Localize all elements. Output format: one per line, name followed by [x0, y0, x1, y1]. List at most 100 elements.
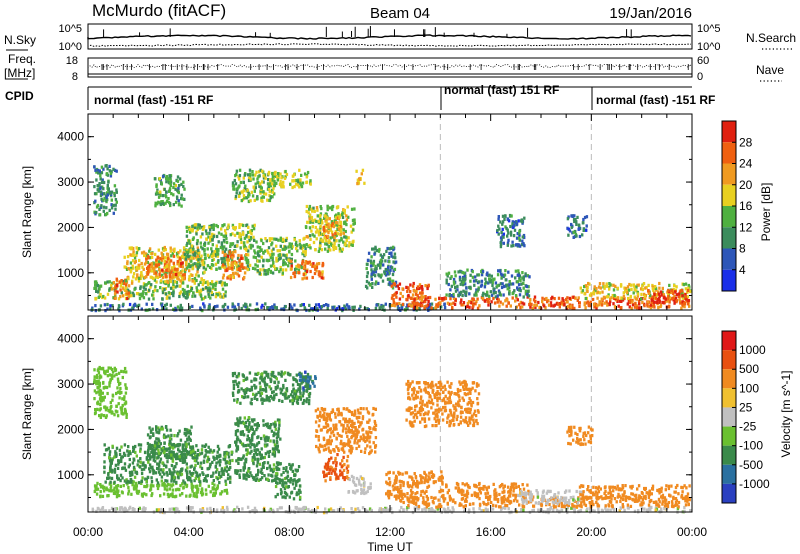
- range-gate-cell: [271, 305, 274, 309]
- range-gate-cell: [314, 303, 318, 307]
- range-gate-cell: [256, 461, 259, 465]
- range-gate-cell: [115, 190, 118, 194]
- range-gate-cell: [253, 249, 256, 253]
- range-gate-cell: [185, 442, 188, 446]
- range-gate-cell: [234, 509, 237, 513]
- range-gate-cell: [248, 420, 251, 425]
- range-gate-cell: [327, 508, 331, 512]
- range-gate-cell: [148, 470, 152, 474]
- range-gate-cell: [237, 302, 240, 307]
- range-gate-cell: [128, 505, 132, 509]
- range-gate-cell: [142, 250, 146, 254]
- range-gate-cell: [137, 443, 141, 447]
- range-gate-cell: [513, 220, 516, 224]
- range-gate-cell: [141, 492, 144, 496]
- range-gate-cell: [228, 459, 231, 463]
- range-gate-cell: [193, 456, 197, 460]
- range-gate-cell: [279, 437, 282, 441]
- range-gate-cell: [344, 243, 347, 247]
- range-gate-cell: [410, 304, 413, 308]
- range-gate-cell: [298, 265, 301, 269]
- range-gate-cell: [98, 182, 101, 186]
- range-gate-cell: [235, 261, 238, 265]
- range-gate-cell: [191, 266, 195, 270]
- range-gate-cell: [149, 265, 153, 269]
- range-gate-cell: [221, 287, 225, 291]
- range-gate-cell: [110, 283, 113, 288]
- range-gate-cell: [229, 277, 232, 281]
- range-gate-cell: [99, 292, 102, 297]
- range-gate-cell: [191, 304, 194, 308]
- range-gate-cell: [508, 280, 511, 284]
- range-gate-cell: [149, 285, 152, 289]
- range-gate-cell: [159, 202, 162, 207]
- range-gate-cell: [338, 247, 342, 251]
- range-gate-cell: [382, 263, 385, 267]
- range-gate-cell: [394, 256, 397, 260]
- range-gate-cell: [487, 303, 490, 307]
- range-gate-cell: [494, 291, 497, 295]
- range-gate-cell: [193, 253, 197, 257]
- range-gate-cell: [331, 233, 334, 237]
- range-gate-cell: [194, 494, 197, 498]
- range-gate-cell: [481, 293, 484, 297]
- range-gate-cell: [633, 284, 636, 288]
- range-gate-cell: [598, 282, 602, 286]
- range-gate-cell: [240, 199, 243, 203]
- range-gate-cell: [591, 297, 595, 302]
- range-gate-cell: [481, 296, 484, 300]
- range-gate-cell: [254, 263, 257, 267]
- range-gate-cell: [153, 278, 157, 282]
- range-gate-cell: [271, 258, 274, 262]
- range-gate-cell: [259, 189, 262, 193]
- range-gate-cell: [110, 170, 113, 174]
- range-gate-cell: [152, 290, 155, 294]
- range-gate-cell: [575, 220, 578, 224]
- power-xticks: [87, 114, 693, 310]
- range-gate-cell: [527, 294, 531, 298]
- range-gate-cell: [371, 247, 374, 251]
- range-gate-cell: [202, 509, 205, 513]
- range-gate-cell: [370, 274, 373, 278]
- range-gate-cell: [265, 424, 269, 428]
- range-gate-cell: [106, 191, 109, 195]
- range-gate-cell: [472, 279, 476, 283]
- range-gate-cell: [633, 509, 637, 513]
- range-gate-cell: [217, 460, 220, 464]
- range-gate-cell: [122, 279, 125, 284]
- range-gate-cell: [166, 178, 170, 182]
- range-gate-cell: [679, 289, 682, 293]
- range-gate-cell: [325, 239, 328, 243]
- range-gate-cell: [231, 250, 234, 255]
- range-gate-cell: [458, 291, 461, 295]
- range-gate-cell: [589, 300, 592, 304]
- range-gate-cell: [199, 235, 203, 239]
- range-gate-cell: [179, 284, 182, 288]
- range-gate-cell: [276, 508, 279, 512]
- range-gate-cell: [199, 465, 202, 469]
- range-gate-cell: [172, 473, 175, 477]
- range-gate-cell: [171, 471, 174, 475]
- range-gate-cell: [154, 201, 157, 205]
- range-gate-cell: [688, 289, 692, 294]
- range-gate-cell: [320, 238, 323, 242]
- range-gate-cell: [197, 223, 200, 227]
- range-gate-cell: [277, 434, 280, 439]
- range-gate-cell: [225, 488, 228, 492]
- range-gate-cell: [454, 286, 457, 290]
- range-gate-cell: [289, 303, 292, 307]
- range-gate-cell: [308, 207, 311, 211]
- range-gate-cell: [119, 506, 122, 510]
- range-gate-cell: [187, 476, 190, 480]
- range-gate-cell: [137, 489, 141, 493]
- range-gate-cell: [503, 284, 506, 289]
- range-gate-cell: [389, 268, 392, 272]
- range-gate-cell: [178, 264, 181, 268]
- range-gate-cell: [236, 435, 239, 439]
- range-gate-cell: [183, 197, 186, 201]
- range-gate-cell: [216, 477, 219, 481]
- range-gate-cell: [325, 212, 328, 216]
- range-gate-cell: [643, 294, 646, 299]
- range-gate-cell: [221, 247, 224, 251]
- range-gate-cell: [137, 263, 140, 267]
